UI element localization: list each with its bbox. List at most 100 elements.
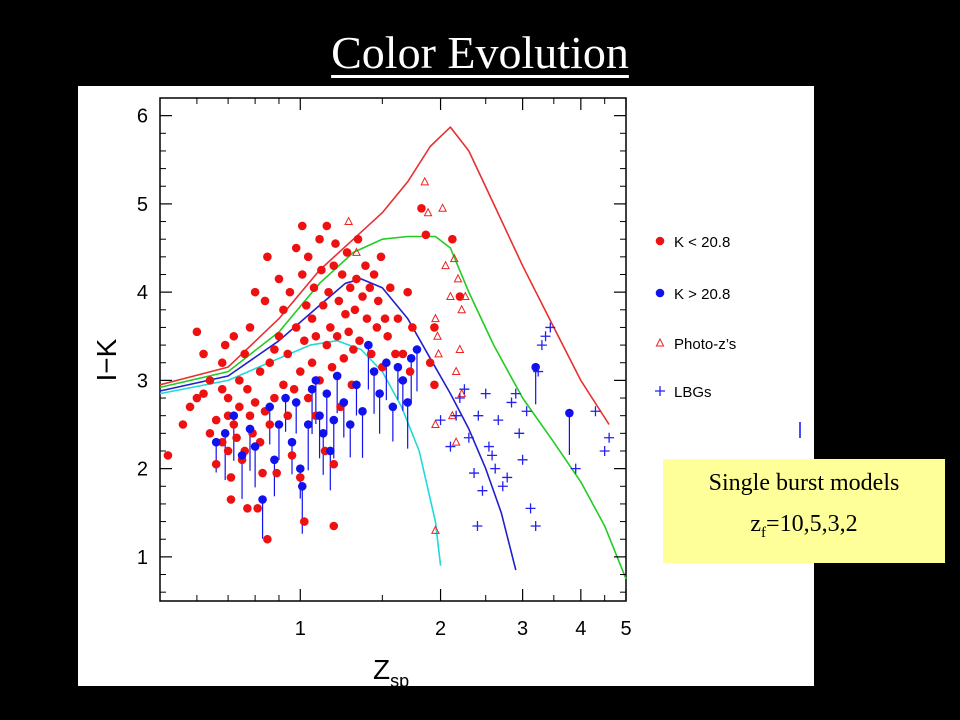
legend-label: K < 20.8 [674,234,730,251]
data-point-lbg [454,393,465,404]
data-point-k-bright [299,336,309,345]
data-point-k-faint [369,367,379,376]
data-point-photoz [423,207,433,217]
data-point-lbg [487,450,498,461]
data-point-k-bright [324,287,333,297]
data-point-k-bright [425,358,435,368]
data-point-k-bright [232,433,241,443]
data-point-k-faint [375,389,384,398]
data-point-k-bright [270,393,279,403]
data-point-k-bright [391,349,400,359]
model-curve-zf-10 [159,126,610,425]
data-point-k-bright [229,331,239,341]
model-curve-zf-5 [159,235,627,580]
data-point-k-bright [403,287,412,297]
data-point-k-bright [448,234,457,244]
data-point-k-faint [393,362,403,372]
y-tick-label: 2 [137,459,148,481]
data-point-k-bright [339,354,349,363]
data-point-k-bright [295,367,305,376]
data-point-k-bright [398,349,408,359]
data-point-k-bright [352,274,361,284]
data-point-lbg [590,406,601,417]
data-point-lbg [570,463,581,474]
z-symbol: z [750,511,762,537]
data-point-k-bright [334,296,344,306]
data-point-lbg [480,388,491,399]
data-point-k-bright [283,349,293,359]
data-point-lbg [536,340,547,351]
data-point-k-bright [385,283,395,293]
data-point-k-bright [283,411,293,420]
data-point-photoz [451,437,461,446]
data-point-k-bright [263,534,272,544]
data-point-k-faint [345,420,355,429]
data-point-k-bright [337,270,347,279]
data-point-k-bright [318,301,328,310]
data-point-k-bright [178,420,188,429]
data-point-k-bright [322,221,332,231]
data-point-k-bright [307,358,317,368]
data-point-lbg [497,481,508,492]
data-point-k-faint [258,495,267,504]
data-point-k-bright [205,429,215,438]
data-point-k-bright [405,367,415,376]
data-point-k-bright [366,349,376,359]
data-point-k-bright [217,384,227,394]
data-point-k-bright [315,234,324,244]
data-point-k-bright [332,331,342,341]
data-point-k-bright [295,473,305,482]
y-tick-label: 3 [137,370,148,392]
data-point-k-bright [329,459,339,469]
data-point-k-bright [299,517,309,526]
data-point-photoz [460,291,470,301]
data-point-lbg [472,520,483,531]
model-annotation-redshifts: zf=10,5,3,2 [663,511,945,542]
data-point-photoz [434,348,443,358]
data-point-k-bright [329,261,339,270]
data-point-k-faint [358,406,367,416]
data-point-photoz [453,273,463,283]
data-point-k-bright [258,468,267,478]
data-point-k-bright [217,437,227,447]
data-point-k-bright [185,402,195,412]
data-point-k-bright [260,296,270,306]
data-point-k-bright [192,393,202,403]
data-point-photoz [457,304,467,314]
data-point-k-bright [327,362,337,372]
model-curve-zf-3 [159,278,517,571]
data-point-k-bright [376,252,386,262]
data-point-k-bright [421,230,431,240]
data-point-k-faint [406,354,416,363]
data-point-k-bright [192,327,202,337]
data-point-k-bright [362,314,372,323]
data-point-k-faint [295,464,305,473]
data-point-k-bright [291,243,301,253]
data-point-k-bright [373,296,383,306]
x-tick-label: 1 [295,618,306,640]
plot-frame [159,97,627,602]
data-point-photoz [352,247,361,256]
data-point-lbg [483,441,494,452]
data-point-k-faint [364,340,373,350]
z-values: =10,5,3,2 [766,511,858,537]
data-point-k-faint [332,371,342,381]
data-point-photoz [431,419,440,429]
data-point-photoz [431,313,440,323]
data-point-k-bright [289,384,299,394]
data-point-photoz [438,203,447,212]
data-point-lbg [525,503,536,514]
model-annotation-box: Single burst models zf=10,5,3,2 [663,459,945,563]
data-point-lbg [517,454,528,465]
data-point-k-bright [274,274,284,284]
data-point-k-bright [265,420,275,429]
data-point-photoz [449,253,459,263]
x-axis-label-main: Z [373,654,390,685]
data-point-k-bright [245,411,255,420]
data-point-photoz [441,260,450,270]
legend-label: Photo-z’s [674,336,736,353]
data-point-k-bright [243,504,252,513]
data-point-k-bright [226,495,236,504]
y-tick-label: 1 [137,547,148,569]
plot-panel: 1 2 3 4 5 6 1 2 3 4 5 K < 20.8 K > 20.8 Photo-z’s LBG… [78,86,814,686]
